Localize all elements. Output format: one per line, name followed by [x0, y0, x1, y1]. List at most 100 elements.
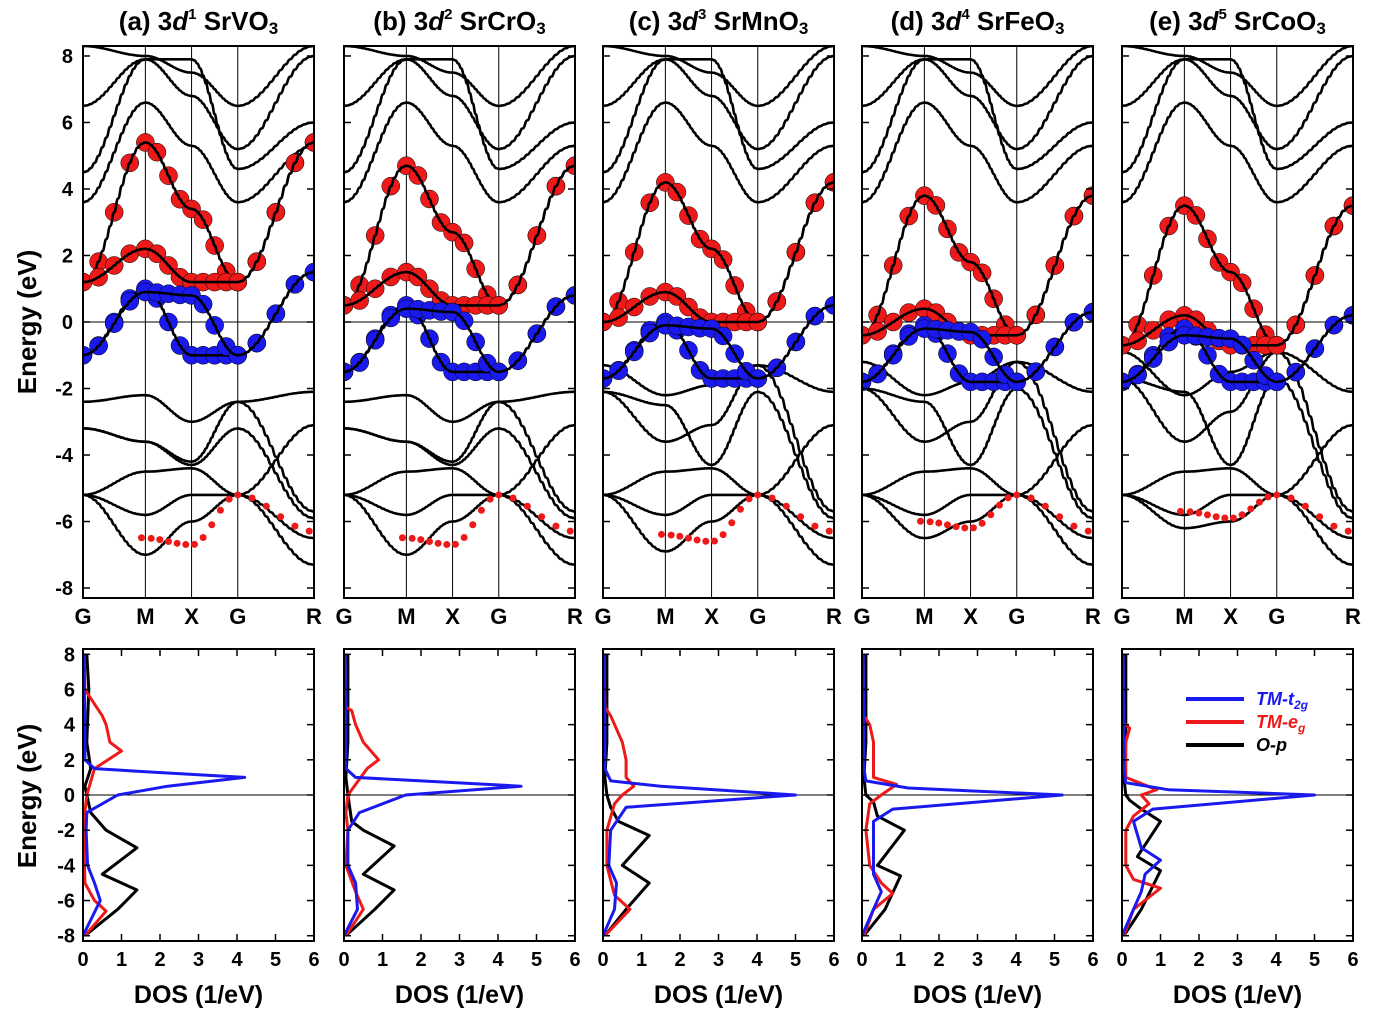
y-tick-label: 0 [62, 312, 73, 334]
fatband-point [509, 494, 517, 502]
kpoint-label: M [656, 604, 674, 629]
fatband-point [797, 513, 805, 521]
band-plot-area [83, 46, 314, 598]
x-tick-label: 1 [1155, 949, 1166, 971]
band-line [1122, 350, 1353, 513]
fatband-point [277, 513, 285, 521]
dos-plot-area [603, 654, 834, 937]
fatband-point [408, 534, 416, 542]
band-line [1122, 493, 1353, 566]
fatband-point [417, 536, 425, 544]
fatband-point [710, 537, 718, 545]
dos-x-axis-label: DOS (1/eV) [134, 981, 263, 1009]
dos-op-line [603, 654, 651, 937]
kpoint-label: R [306, 604, 322, 629]
dos-plot-area [83, 654, 314, 937]
fatband-point [1027, 494, 1035, 502]
fatband-point [225, 495, 233, 503]
kpoint-label: G [335, 604, 352, 629]
panel-a: (a) 3d1 SrVO3 G M X G R 0 1 2 3 4 5 6 DOS (1/eV) -8 -8 -… [55, 6, 322, 1009]
panel-d: (d) 3d4 SrFeO3 G M X G R 0 1 2 3 4 5 6 DOS (1/eV) [853, 6, 1101, 1009]
dos-t2g-line [83, 654, 247, 937]
kpoint-label: X [184, 604, 199, 629]
x-tick-label: 0 [338, 949, 349, 971]
panel-title: (c) 3d3 SrMnO3 [629, 6, 809, 38]
band-line [862, 310, 1093, 384]
band-line [862, 423, 1093, 497]
band-line [1122, 54, 1353, 174]
kpoint-label: X [704, 604, 719, 629]
dos-x-axis-label: DOS (1/eV) [654, 981, 783, 1009]
x-tick-label: 6 [308, 949, 319, 971]
dos-op-line [83, 654, 139, 937]
legend-label: TM-t2g [1256, 689, 1309, 712]
dos-eg-line [1122, 654, 1162, 937]
dos-x-axis-label: DOS (1/eV) [395, 981, 524, 1009]
fatband-point [719, 531, 727, 539]
band-line [83, 46, 314, 108]
x-tick-label: 1 [116, 949, 127, 971]
band-line [1122, 377, 1353, 520]
fatband-point [552, 522, 560, 530]
band-line [83, 400, 314, 513]
fatband-point [173, 539, 181, 547]
band-line [344, 427, 575, 520]
fatband-point [1229, 514, 1237, 522]
band-line [344, 294, 575, 374]
fatband-point [1316, 513, 1324, 521]
band-line [344, 46, 575, 108]
kpoint-label: G [594, 604, 611, 629]
fatband-point [702, 537, 710, 545]
fatband-point [398, 534, 406, 542]
band-line [603, 493, 834, 566]
band-line [862, 57, 1093, 171]
band-line [603, 54, 834, 174]
band-line [344, 101, 575, 204]
x-tick-label: 3 [972, 949, 983, 971]
x-tick-label: 1 [636, 949, 647, 971]
y-tick-label: 2 [62, 245, 73, 267]
band-line [344, 54, 575, 174]
kpoint-label: M [915, 604, 933, 629]
x-tick-label: 4 [751, 949, 763, 971]
band-line [83, 54, 314, 174]
fatband-point [825, 527, 833, 535]
fatband-point [1344, 527, 1352, 535]
band-line [1122, 423, 1353, 497]
band-line [83, 141, 314, 284]
band-line [83, 390, 314, 424]
x-tick-label: 2 [674, 949, 685, 971]
fatband-point [1041, 502, 1049, 510]
y-tick-label: 0 [64, 785, 75, 807]
kpoint-label: X [1223, 604, 1238, 629]
band-line [1122, 101, 1353, 204]
x-tick-label: 3 [1232, 949, 1243, 971]
band-plot-area [603, 46, 834, 598]
fatband-point [164, 537, 172, 545]
x-tick-label: 4 [231, 949, 243, 971]
y-tick-label: -6 [55, 512, 73, 534]
kpoint-label: G [749, 604, 766, 629]
kpoint-label: G [1008, 604, 1025, 629]
x-tick-label: 2 [1193, 949, 1204, 971]
band-line [1122, 314, 1353, 384]
x-tick-label: 1 [377, 949, 388, 971]
x-tick-label: 4 [492, 949, 504, 971]
fatband-point [1264, 493, 1272, 501]
kpoint-label: R [826, 604, 842, 629]
y-tick-label: -8 [55, 578, 73, 600]
fatband-point [460, 533, 468, 541]
panel-title: (a) 3d1 SrVO3 [119, 6, 278, 38]
band-line [862, 387, 1093, 520]
band-line [83, 101, 314, 204]
fatband-point [1013, 491, 1021, 499]
fatband-point [1255, 498, 1263, 506]
band-line [344, 57, 575, 171]
x-tick-label: 2 [415, 949, 426, 971]
band-line [603, 46, 834, 108]
fatband-point [995, 501, 1003, 509]
kpoint-label: R [1345, 604, 1361, 629]
kpoint-label: M [136, 604, 154, 629]
kpoint-label: R [1085, 604, 1101, 629]
